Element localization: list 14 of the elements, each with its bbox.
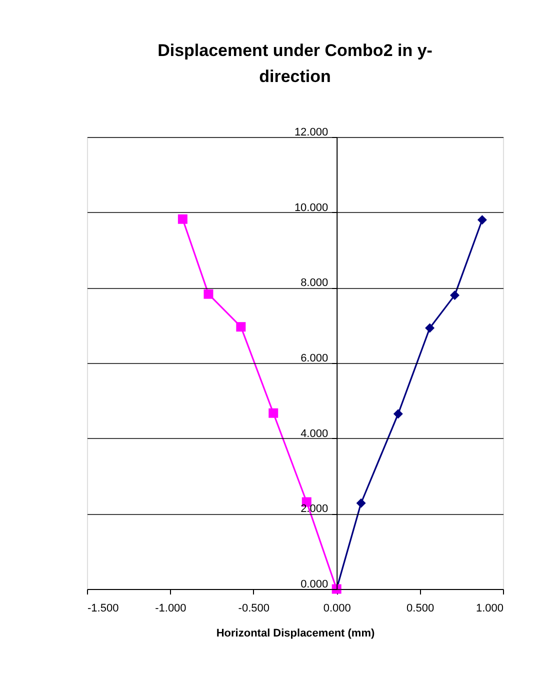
x-tick-label: 1.000 [476,602,504,614]
x-tick-label: -1.500 [88,602,119,614]
chart-title: Displacement under Combo2 in y-direction [158,41,432,86]
y-tick-label: 8.000 [300,277,328,290]
y-tick-label: 10.000 [294,202,328,214]
y-tick-label: 0.000 [300,578,328,590]
x-axis-title: Horizontal Displacement (mm) [216,628,375,640]
x-tick-label: 0.000 [323,602,351,614]
y-tick-label: 6.000 [300,352,328,364]
y-tick-label: 12.000 [294,126,328,138]
y-tick-label: 4.000 [300,428,328,440]
x-tick-label: 0.500 [406,602,434,614]
x-tick-label: -1.000 [155,602,186,614]
x-tick-label: -0.500 [238,602,270,614]
